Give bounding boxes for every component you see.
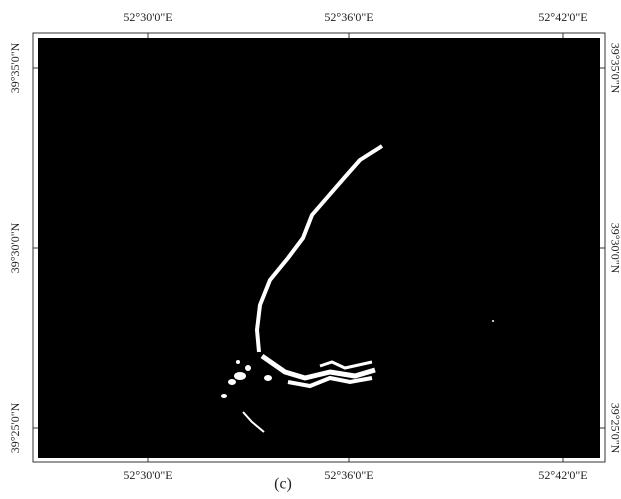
latitude-label: 39°35'0"N xyxy=(608,43,621,94)
longitude-label: 52°36'0"E xyxy=(324,10,373,24)
page: {"map": { "longitude_labels": ["52°30'0\… xyxy=(0,0,621,494)
longitude-label: 52°36'0"E xyxy=(324,468,373,482)
map-figure: 52°30'0"E 52°36'0"E 52°42'0"E 52°30'0"E … xyxy=(0,0,621,494)
longitude-label: 52°30'0"E xyxy=(123,10,172,24)
latitude-label: 39°30'0"N xyxy=(608,223,621,274)
latitude-label: 39°25'0"N xyxy=(608,403,621,454)
longitude-label: 52°42'0"E xyxy=(538,10,587,24)
longitude-label: 52°42'0"E xyxy=(538,468,587,482)
map-area xyxy=(38,38,600,458)
latitude-label: 39°35'0"N xyxy=(8,42,22,93)
longitude-label: 52°30'0"E xyxy=(123,468,172,482)
latitude-label: 39°30'0"N xyxy=(8,222,22,273)
latitude-label: 39°25'0"N xyxy=(8,402,22,453)
caption: (c) xyxy=(274,476,292,493)
